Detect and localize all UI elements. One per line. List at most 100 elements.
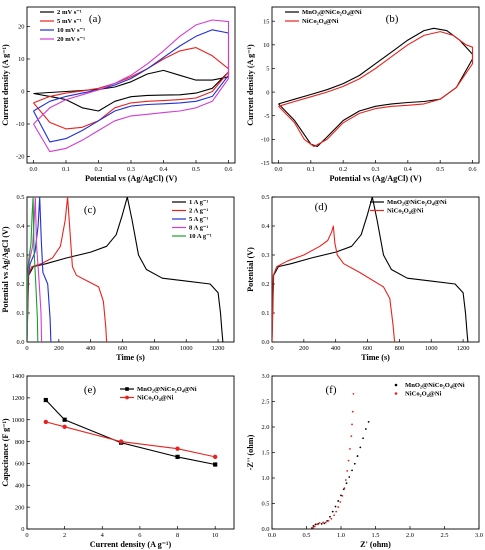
series-line [272,225,396,342]
legend: 1 A g⁻¹ 2 A g⁻¹5 A g⁻¹ 8 A g⁻¹10 A g⁻¹ [172,199,212,240]
y-tick-label: 0 [21,89,24,96]
panel-label: (b) [386,13,399,25]
y-tick-label: 0.2 [262,281,270,288]
data-point [320,523,323,525]
legend-label: NiCo₂O₄@Ni [387,208,424,215]
legend-label: MnO₂@NiCo₂O₄@Ni [302,9,362,16]
data-point [43,419,49,425]
plot-frame [271,196,480,343]
panel-label: (d) [315,201,328,213]
x-tick-label: 8 [176,532,179,539]
data-point [323,522,326,525]
x-tick-label: 800 [395,345,405,352]
data-point [62,424,67,430]
y-axis-label: Capacitance (F g⁻¹) [1,418,10,487]
x-tick-label: 600 [118,345,128,352]
data-point [340,494,342,497]
y-tick-label: 200 [15,504,25,511]
data-point [344,479,347,481]
legend-marker [125,395,129,400]
data-point [362,437,364,440]
series-0 [27,197,224,342]
x-tick-label: 0.0 [274,166,282,173]
plot-frame [26,196,235,343]
x-tick-label: 2.5 [441,532,449,539]
plot-area [278,27,474,148]
series-line [278,31,474,148]
series-line [27,197,108,342]
x-tick-label: 3.0 [475,532,483,539]
y-tick-label: 0.5 [17,194,25,201]
series-1 [312,392,355,529]
x-tick-label: 200 [54,345,64,352]
y-tick-label: -10 [16,121,25,128]
series-1 [33,47,230,130]
data-point [348,476,351,478]
data-point [324,521,327,524]
legend-marker [394,383,398,387]
data-point [335,510,338,513]
y-tick-label: 10 [18,56,24,63]
plot-area [311,392,370,529]
data-point [333,514,335,517]
y-tick-label: 1000 [12,417,25,424]
y-tick-label: 0.1 [17,310,25,317]
x-tick-label: 400 [331,345,341,352]
x-tick-label: 2 [63,532,66,539]
series-4 [27,197,39,342]
legend-label: 1 A g⁻¹ [189,199,208,206]
y-tick-label: 20 [18,24,24,31]
y-tick-label: 0.0 [262,526,270,533]
plot-area [272,197,469,342]
x-tick-label: 4 [101,532,105,539]
data-point [346,469,349,472]
y-axis-label: -Z'' (ohm) [246,434,255,470]
data-point [175,454,180,459]
y-tick-label: 0 [21,526,24,533]
data-point [175,446,180,451]
legend: MnO₂@NiCo₂O₄@Ni NiCo₂O₄@Ni [370,199,447,215]
y-tick-label: 3.0 [262,373,270,380]
data-point [311,527,313,529]
data-point [351,410,354,413]
data-point [337,506,340,508]
data-point [317,523,320,525]
x-axis-label: Time (s) [116,353,145,362]
data-point [213,462,218,467]
y-tick-label: 0.4 [262,223,271,230]
data-point [352,392,355,395]
x-tick-label: 0.3 [372,166,380,173]
data-point [212,454,218,460]
x-tick-label: 1200 [212,345,225,352]
x-tick-label: 2.0 [406,532,414,539]
y-tick-label: -20 [16,154,25,161]
data-point [327,519,330,522]
x-tick-label: 0.4 [160,166,169,173]
y-tick-label: 600 [15,461,25,468]
data-point [351,423,353,426]
y-tick-label: -10 [261,137,270,144]
series-line [45,421,216,458]
x-tick-label: 200 [299,345,309,352]
x-tick-label: 1.5 [372,532,380,539]
series-0 [43,397,218,467]
legend: MnO₂@NiCo₂O₄@Ni NiCo₂O₄@Ni [120,386,197,402]
data-point [367,421,370,423]
x-tick-label: 0.2 [95,166,103,173]
y-axis-label: Potential vs Ag/AgCl (V) [1,226,10,312]
series-0 [311,421,370,529]
y-tick-label: 0.2 [17,281,25,288]
legend-label: 5 mV s⁻¹ [57,18,82,25]
data-point [353,462,356,465]
x-axis-label: Z' (ohm) [360,540,391,549]
panel-label: (e) [84,384,97,396]
data-point [337,500,340,502]
x-tick-label: 0.6 [469,166,477,173]
panel-label: (c) [84,204,97,216]
data-point [312,525,315,527]
x-tick-label: 0.4 [404,166,413,173]
x-axis-label: Current density (A g⁻¹) [90,540,172,549]
series-line [33,19,230,153]
y-tick-label: 0.4 [17,223,26,230]
x-tick-label: 0.5 [436,166,444,173]
